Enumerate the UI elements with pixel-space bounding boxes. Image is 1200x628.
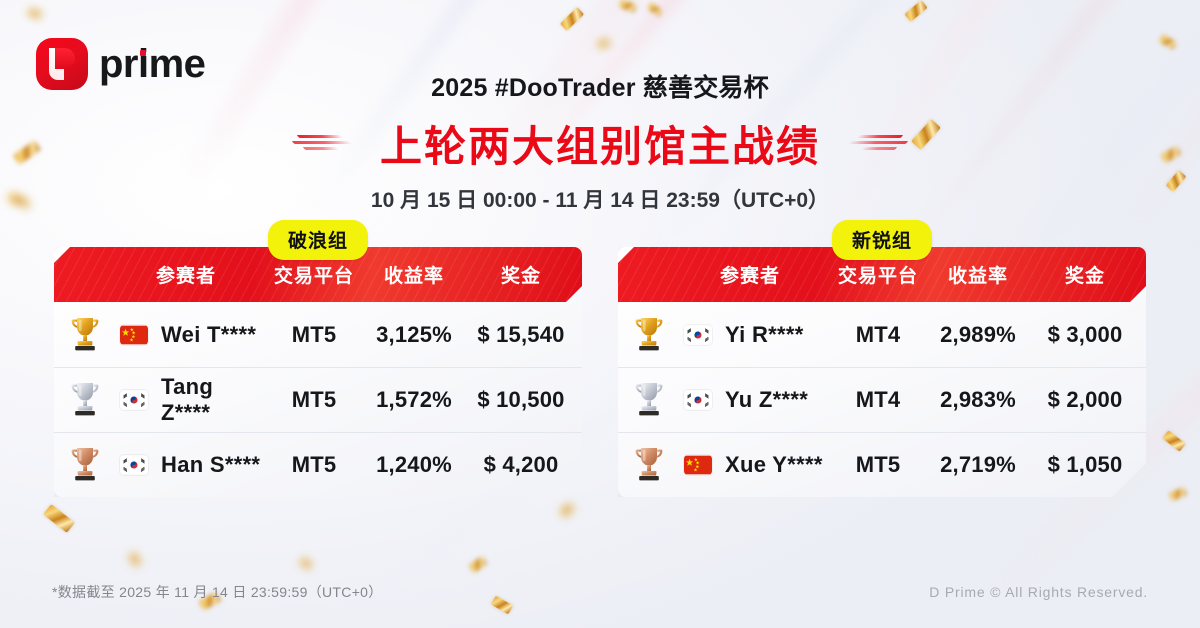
prize-amount: $ 2,000: [1047, 386, 1123, 412]
column-header-return: 收益率: [947, 266, 1008, 287]
group-badge: 破浪组: [267, 220, 369, 260]
prize-amount: $ 4,200: [483, 451, 559, 477]
group-badge: 新锐组: [831, 220, 933, 260]
leaderboard-panel: 新锐组 参赛者 交易平台 收益率 奖金 Yi R**** MT4 2,989% $ 3,000 Y…: [618, 220, 1146, 497]
brand-logo: prime: [36, 38, 206, 90]
leaderboard-panel: 破浪组参赛者 交易平台 收益率 奖金 Wei T**** MT5 3,125% $ 15,54…: [54, 220, 582, 497]
column-header-participant: 参赛者: [720, 266, 781, 287]
trading-platform: MT4: [855, 386, 901, 412]
header-date-range: 10 月 15 日 00:00 - 11 月 14 日 23:59（UTC+0）: [370, 189, 830, 212]
table-row: Tang Z**** MT5 1,572% $ 10,500: [54, 367, 582, 432]
country-flag-icon: [684, 390, 712, 410]
header-title-row: 上轮两大组别馆主战绩: [0, 113, 1200, 174]
participant-name: Yi R****: [725, 321, 804, 347]
trading-platform: MT5: [855, 451, 901, 477]
return-rate: 2,983%: [940, 386, 1016, 412]
country-flag-icon: [684, 325, 712, 345]
column-header-return: 收益率: [383, 266, 444, 287]
rank-trophy-icon: [618, 315, 680, 355]
brand-wordmark-text: prime: [99, 41, 206, 86]
prize-amount: $ 1,050: [1047, 451, 1123, 477]
country-flag-icon: [120, 325, 148, 345]
table-row: Yi R**** MT4 2,989% $ 3,000: [618, 302, 1146, 367]
table-row: Yu Z**** MT4 2,983% $ 2,000: [618, 367, 1146, 432]
leaderboard-card: 参赛者 交易平台 收益率 奖金 Wei T**** MT5 3,125% $ 15,540 Ta…: [54, 247, 582, 497]
return-rate: 1,572%: [376, 386, 452, 412]
country-flag-icon: [684, 455, 712, 475]
prize-amount: $ 15,540: [477, 321, 565, 347]
rank-trophy-icon: [54, 380, 116, 420]
rank-trophy-icon: [618, 380, 680, 420]
page-footer: *数据截至 2025 年 11 月 14 日 23:59:59（UTC+0） D…: [0, 582, 1200, 602]
return-rate: 1,240%: [376, 451, 452, 477]
brand-wordmark: prime: [99, 41, 206, 87]
participant-name: Yu Z****: [725, 386, 809, 412]
rank-trophy-icon: [54, 445, 116, 485]
header-subtitle: 2025 #DooTrader 慈善交易杯: [431, 74, 769, 102]
speed-lines-right-icon: [838, 133, 910, 155]
participant-name: Xue Y****: [725, 451, 823, 477]
prize-amount: $ 3,000: [1047, 321, 1123, 347]
page-title: 上轮两大组别馆主战绩: [379, 123, 820, 170]
column-header-participant: 参赛者: [156, 266, 217, 287]
return-rate: 2,719%: [940, 451, 1016, 477]
page-header: 2025 #DooTrader 慈善交易杯 上轮两大组别馆主战绩 10 月 15…: [0, 68, 1200, 214]
leaderboard-panels: 破浪组参赛者 交易平台 收益率 奖金 Wei T**** MT5 3,125% $ 15,54…: [0, 220, 1200, 497]
column-header-platform: 交易平台: [837, 266, 918, 287]
table-row: Han S**** MT5 1,240% $ 4,200: [54, 432, 582, 497]
rank-trophy-icon: [54, 315, 116, 355]
d-logo-mark-icon: [36, 38, 88, 90]
logo-i-dot-icon: [139, 49, 146, 56]
participant-name: Tang Z****: [161, 373, 214, 425]
column-header-prize: 奖金: [500, 266, 541, 287]
footer-data-note: *数据截至 2025 年 11 月 14 日 23:59:59（UTC+0）: [52, 584, 383, 600]
trading-platform: MT4: [855, 321, 901, 347]
return-rate: 2,989%: [940, 321, 1016, 347]
trading-platform: MT5: [291, 321, 337, 347]
trading-platform: MT5: [291, 386, 337, 412]
return-rate: 3,125%: [376, 321, 452, 347]
column-header-prize: 奖金: [1064, 266, 1105, 287]
country-flag-icon: [120, 390, 148, 410]
country-flag-icon: [120, 455, 148, 475]
participant-name: Han S****: [161, 451, 261, 477]
leaderboard-card: 参赛者 交易平台 收益率 奖金 Yi R**** MT4 2,989% $ 3,000 Yu Z…: [618, 247, 1146, 497]
table-row: Xue Y**** MT5 2,719% $ 1,050: [618, 432, 1146, 497]
speed-lines-left-icon: [290, 133, 362, 155]
rank-trophy-icon: [618, 445, 680, 485]
participant-name: Wei T****: [161, 321, 257, 347]
trading-platform: MT5: [291, 451, 337, 477]
table-row: Wei T**** MT5 3,125% $ 15,540: [54, 302, 582, 367]
prize-amount: $ 10,500: [477, 386, 565, 412]
column-header-platform: 交易平台: [273, 266, 354, 287]
footer-copyright: D Prime © All Rights Reserved.: [929, 584, 1148, 600]
